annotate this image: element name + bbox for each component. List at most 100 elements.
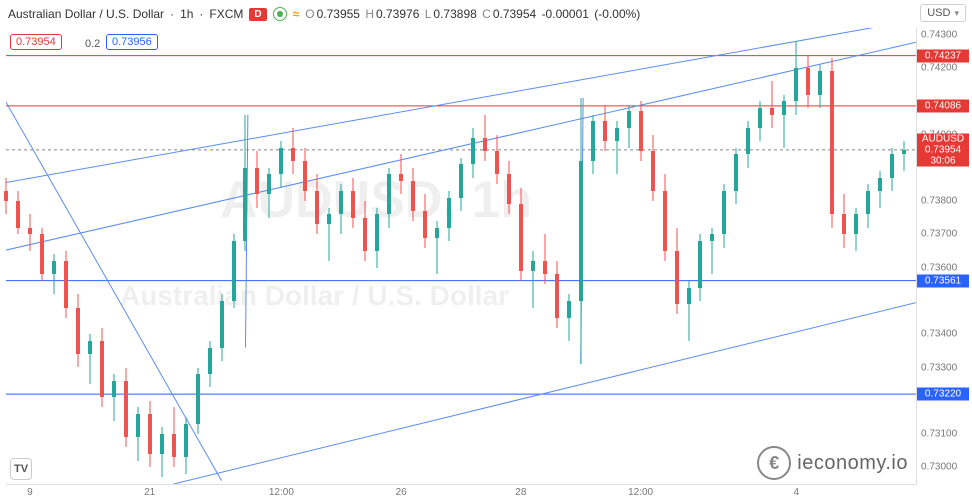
candle — [112, 28, 116, 484]
float-price-last[interactable]: 0.73954 — [10, 34, 62, 50]
candle — [184, 28, 188, 484]
float-price-bid[interactable]: 0.73956 — [106, 34, 158, 50]
brand-icon: € — [757, 446, 791, 480]
y-tick-label: 0.73700 — [921, 229, 957, 240]
approx-icon: ≈ — [293, 7, 300, 21]
candle — [279, 28, 283, 484]
candle — [243, 28, 247, 484]
candle — [758, 28, 762, 484]
candle — [663, 28, 667, 484]
x-axis[interactable]: 92112:00262812:004 — [6, 484, 916, 504]
candle — [76, 28, 80, 484]
candle — [710, 28, 714, 484]
candle — [603, 28, 607, 484]
candle — [303, 28, 307, 484]
currency-button[interactable]: USD ▾ — [920, 4, 966, 22]
candle — [495, 28, 499, 484]
candle — [722, 28, 726, 484]
candle — [232, 28, 236, 484]
price-tag: 0.73220 — [917, 388, 969, 401]
candle — [878, 28, 882, 484]
candle — [16, 28, 20, 484]
tradingview-logo-icon[interactable]: TV — [10, 458, 32, 480]
candle — [675, 28, 679, 484]
price-tag: 0.74086 — [917, 99, 969, 112]
y-tick-label: 0.73300 — [921, 362, 957, 373]
candle — [100, 28, 104, 484]
candle — [687, 28, 691, 484]
live-indicator-icon — [273, 7, 287, 21]
y-tick-label: 0.73800 — [921, 196, 957, 207]
candle — [267, 28, 271, 484]
chart-container: Australian Dollar / U.S. Dollar · 1h · F… — [0, 0, 972, 504]
candle — [447, 28, 451, 484]
candle — [52, 28, 56, 484]
candle — [411, 28, 415, 484]
candle — [890, 28, 894, 484]
candle — [255, 28, 259, 484]
x-tick-label: 4 — [793, 487, 799, 498]
candle — [124, 28, 128, 484]
price-tag: AUDUSD0.7395430:06 — [917, 133, 969, 166]
candle — [172, 28, 176, 484]
broker-label: FXCM — [209, 7, 243, 21]
candle — [435, 28, 439, 484]
y-tick-label: 0.74200 — [921, 62, 957, 73]
candle — [483, 28, 487, 484]
plot-area[interactable]: AUDUSD, 1h Australian Dollar / U.S. Doll… — [6, 28, 916, 484]
candle — [64, 28, 68, 484]
candle — [148, 28, 152, 484]
candle — [627, 28, 631, 484]
candle — [782, 28, 786, 484]
y-tick-label: 0.73000 — [921, 462, 957, 473]
x-tick-label: 21 — [144, 487, 155, 498]
y-tick-label: 0.74300 — [921, 29, 957, 40]
candle — [806, 28, 810, 484]
candle — [196, 28, 200, 484]
price-tag: 0.73561 — [917, 274, 969, 287]
candle — [351, 28, 355, 484]
candle — [387, 28, 391, 484]
candle — [423, 28, 427, 484]
candle — [567, 28, 571, 484]
candle — [818, 28, 822, 484]
interval-label[interactable]: 1h — [180, 7, 193, 21]
candle — [136, 28, 140, 484]
candle — [291, 28, 295, 484]
x-tick-label: 9 — [27, 487, 33, 498]
candle — [639, 28, 643, 484]
candle — [40, 28, 44, 484]
candle — [471, 28, 475, 484]
candle — [902, 28, 906, 484]
candle — [160, 28, 164, 484]
candle — [854, 28, 858, 484]
symbol-title[interactable]: Australian Dollar / U.S. Dollar — [8, 7, 164, 21]
candle — [794, 28, 798, 484]
candle — [591, 28, 595, 484]
currency-label: USD — [927, 7, 950, 19]
y-tick-label: 0.73400 — [921, 329, 957, 340]
y-axis[interactable]: 0.730000.731000.733000.734000.736000.737… — [916, 28, 972, 484]
candle — [208, 28, 212, 484]
candle — [866, 28, 870, 484]
candle — [543, 28, 547, 484]
x-tick-label: 28 — [515, 487, 526, 498]
candle — [459, 28, 463, 484]
candle — [842, 28, 846, 484]
candle — [531, 28, 535, 484]
candle — [698, 28, 702, 484]
candle — [28, 28, 32, 484]
candle — [746, 28, 750, 484]
broker-badge: D — [249, 8, 266, 21]
candle — [327, 28, 331, 484]
candle — [519, 28, 523, 484]
candle — [375, 28, 379, 484]
chart-header: Australian Dollar / U.S. Dollar · 1h · F… — [8, 4, 912, 24]
x-tick-label: 12:00 — [269, 487, 294, 498]
candle — [579, 28, 583, 484]
float-countdown: 0.2 — [82, 36, 103, 52]
ohlc-readout: O0.73955 H0.73976 L0.73898 C0.73954 -0.0… — [305, 7, 642, 21]
candle — [734, 28, 738, 484]
candle — [830, 28, 834, 484]
candle — [4, 28, 8, 484]
